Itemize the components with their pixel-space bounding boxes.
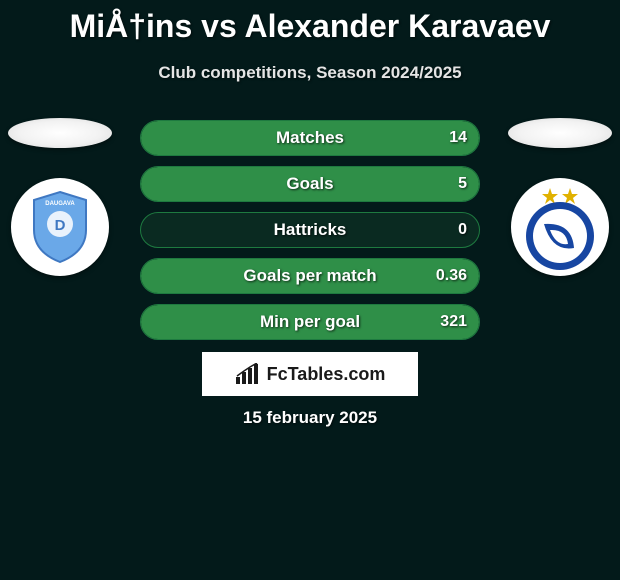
shield-letter: D — [55, 217, 66, 234]
stat-row: Hattricks0 — [140, 212, 480, 248]
subtitle: Club competitions, Season 2024/2025 — [0, 63, 620, 83]
stats-panel: Matches14 Goals5 Hattricks0 Goals per match… — [140, 120, 480, 350]
stat-label: Goals per match — [141, 259, 479, 293]
bars-chart-icon — [235, 363, 261, 385]
stat-value: 14 — [449, 121, 467, 155]
stat-row: Min per goal321 — [140, 304, 480, 340]
page-title: MiÅ†ins vs Alexander Karavaev — [0, 0, 620, 45]
left-player-column: D DAUGAVA — [0, 118, 120, 276]
stat-label: Hattricks — [141, 213, 479, 247]
dynamo-badge-icon — [518, 182, 602, 272]
left-club-badge: D DAUGAVA — [11, 178, 109, 276]
brand-text: FcTables.com — [267, 364, 386, 385]
star-left-icon — [542, 188, 558, 204]
shield-top-text: DAUGAVA — [45, 201, 75, 207]
stat-value: 0.36 — [436, 259, 467, 293]
stat-value: 321 — [440, 305, 467, 339]
daugava-shield-icon: D DAUGAVA — [30, 190, 90, 264]
brand-box[interactable]: FcTables.com — [202, 352, 418, 396]
stat-value: 5 — [458, 167, 467, 201]
date-text: 15 february 2025 — [0, 408, 620, 428]
stat-row: Matches14 — [140, 120, 480, 156]
right-club-badge — [511, 178, 609, 276]
star-right-icon — [562, 188, 578, 204]
stat-row: Goals5 — [140, 166, 480, 202]
stat-label: Goals — [141, 167, 479, 201]
left-player-ellipse — [8, 118, 112, 148]
right-player-ellipse — [508, 118, 612, 148]
stat-value: 0 — [458, 213, 467, 247]
stat-row: Goals per match0.36 — [140, 258, 480, 294]
right-player-column — [500, 118, 620, 276]
stat-label: Matches — [141, 121, 479, 155]
stat-label: Min per goal — [141, 305, 479, 339]
